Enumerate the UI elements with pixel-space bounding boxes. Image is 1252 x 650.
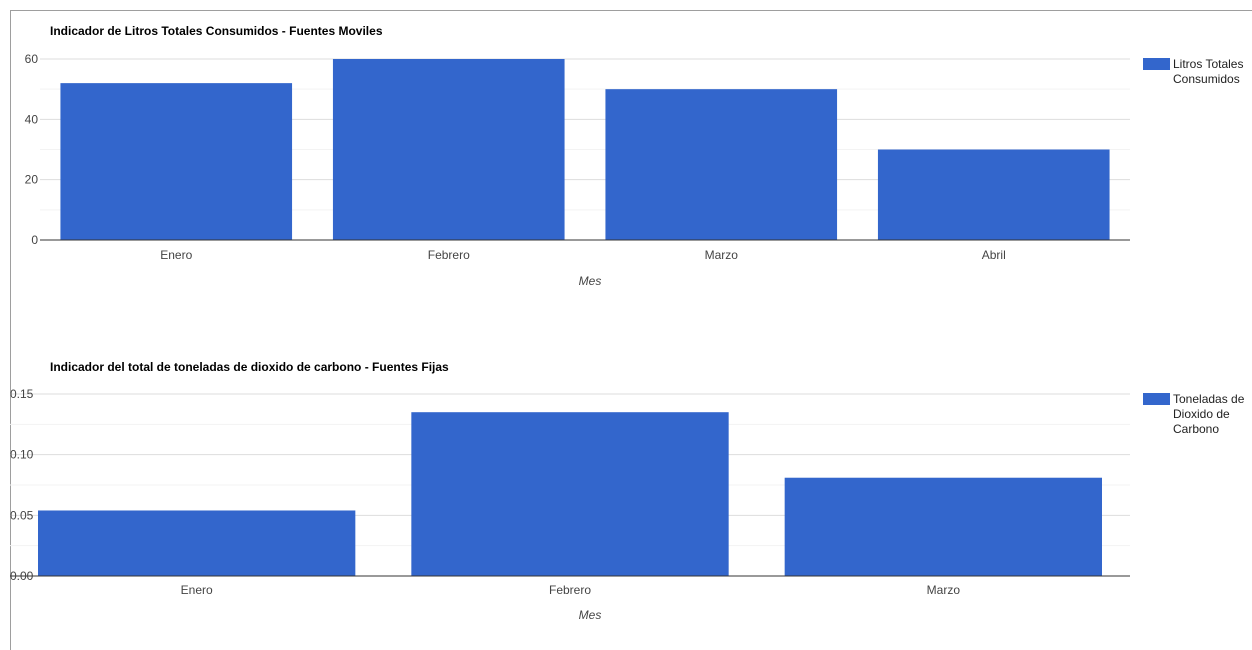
legend-label: Carbono	[1173, 422, 1219, 436]
y-tick-label: 0	[31, 233, 38, 247]
x-axis-label: Mes	[579, 608, 602, 622]
y-tick-label: 40	[25, 112, 39, 126]
chart-frame	[10, 10, 1252, 650]
x-tick-label: Enero	[181, 583, 213, 597]
bar-enero	[38, 510, 356, 576]
y-tick-labels: 0 20 40 60	[25, 52, 39, 247]
y-tick-label: 0.00	[10, 569, 34, 583]
legend-label: Dioxido de	[1173, 407, 1230, 421]
bar-enero	[60, 83, 293, 240]
y-tick-label: 0.15	[10, 387, 34, 401]
x-tick-label: Marzo	[705, 248, 739, 262]
x-tick-label: Febrero	[428, 248, 470, 262]
chart-litros: Indicador de Litros Totales Consumidos -…	[25, 24, 1244, 288]
x-tick-label: Febrero	[549, 583, 591, 597]
bars	[10, 412, 1130, 577]
x-tick-label: Abril	[982, 248, 1006, 262]
y-tick-label: 20	[25, 173, 39, 187]
chart-title: Indicador de Litros Totales Consumidos -…	[50, 24, 383, 38]
chart-toneladas: Indicador del total de toneladas de diox…	[10, 360, 1245, 622]
legend-label: Litros Totales	[1173, 57, 1243, 71]
y-tick-labels: 0.00 0.05 0.10 0.15	[10, 387, 34, 583]
bar-marzo	[605, 89, 838, 241]
x-axis-label: Mes	[579, 274, 602, 288]
x-tick-labels: Enero Febrero Marzo Abril	[160, 248, 1006, 262]
x-tick-labels: Enero Febrero Marzo	[181, 583, 961, 597]
legend-label: Toneladas de	[1173, 392, 1245, 406]
bar-abril	[877, 149, 1110, 240]
legend-swatch	[1143, 393, 1170, 405]
legend-label: Consumidos	[1173, 72, 1240, 86]
bars	[40, 59, 1130, 241]
charts-canvas: Indicador de Litros Totales Consumidos -…	[10, 24, 1245, 622]
legend-swatch	[1143, 58, 1170, 70]
y-tick-label: 0.05	[10, 508, 34, 522]
bar-marzo	[784, 477, 1102, 576]
x-tick-label: Marzo	[927, 583, 961, 597]
x-tick-label: Enero	[160, 248, 192, 262]
y-tick-label: 0.10	[10, 448, 34, 462]
bar-febrero	[332, 59, 565, 240]
y-tick-label: 60	[25, 52, 39, 66]
bar-febrero	[411, 412, 729, 576]
chart-title: Indicador del total de toneladas de diox…	[50, 360, 449, 374]
